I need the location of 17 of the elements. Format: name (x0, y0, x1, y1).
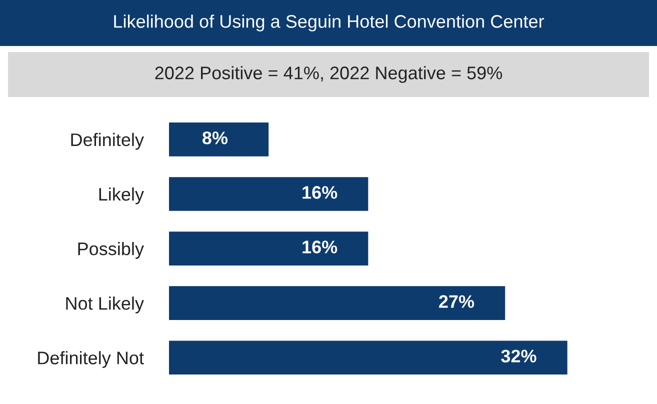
y-tick-label: Not Likely (66, 296, 144, 314)
y-tick-label: Likely (99, 187, 144, 204)
y-tick-label: Possibly (78, 242, 144, 259)
bar (169, 177, 368, 211)
data-label: 32% (501, 350, 536, 363)
data-label: 16% (302, 240, 338, 254)
y-tick-label: Definitely Not (38, 351, 144, 368)
bar (169, 122, 269, 156)
bar (169, 286, 506, 320)
bar (169, 232, 368, 266)
data-label: 27% (439, 295, 474, 308)
data-label: 16% (302, 186, 338, 199)
y-tick-label: Definitely (71, 132, 144, 150)
chart-title: Likelihood of Using a Seguin Hotel Convention Center (114, 14, 544, 32)
data-label: 8% (202, 132, 228, 144)
chart-subtitle: 2022 Positive = 41%, 2022 Negative = 59% (155, 66, 502, 83)
bar (169, 340, 568, 375)
